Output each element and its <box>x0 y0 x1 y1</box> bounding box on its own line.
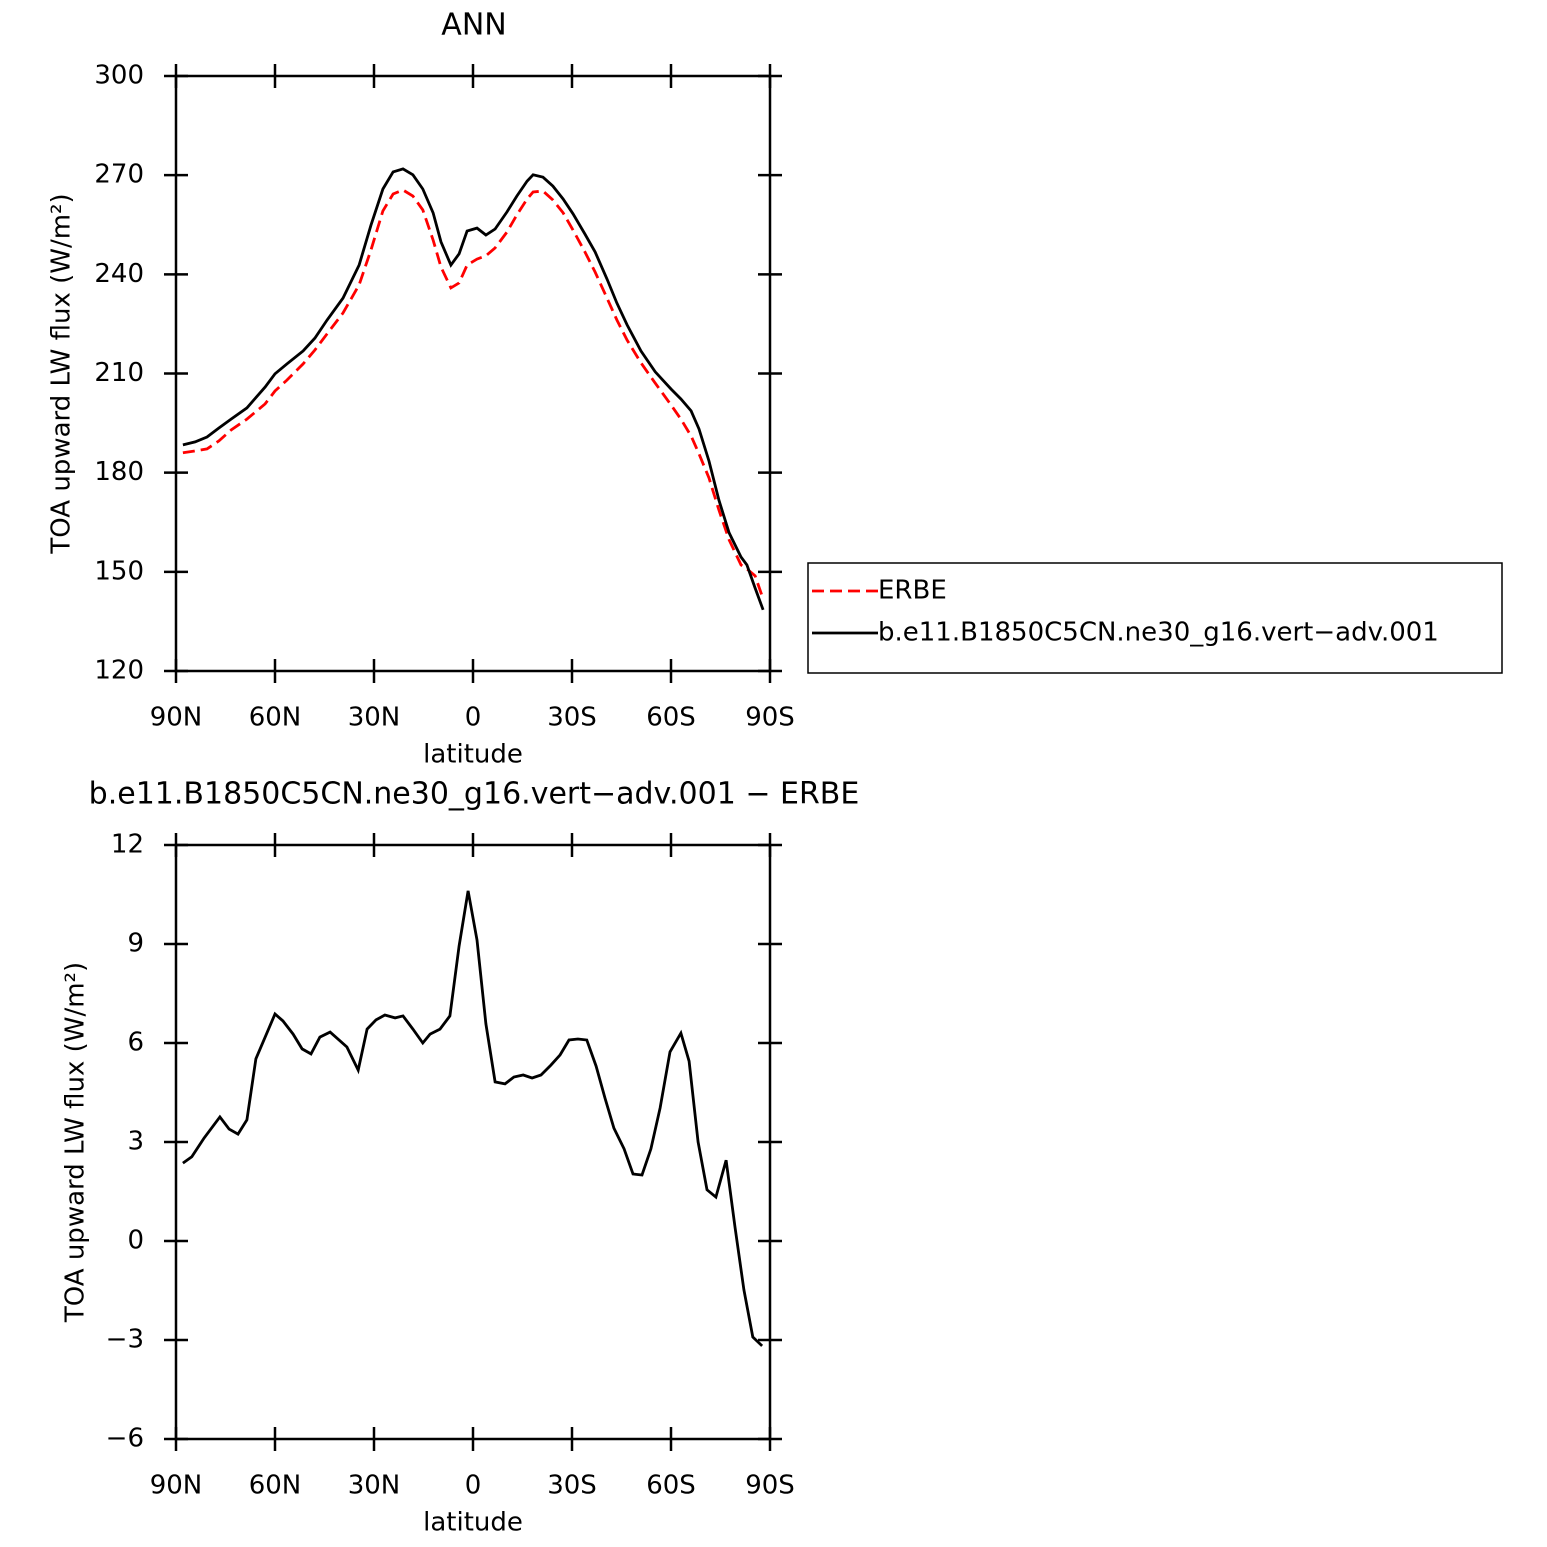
data-line <box>182 167 765 611</box>
y-tick-label: 6 <box>127 1028 144 1058</box>
x-tick-label: 0 <box>465 703 482 733</box>
chart-title: b.e11.B1850C5CN.ne30_g16.vert−adv.001 − … <box>89 777 860 812</box>
legend-box <box>807 562 1503 674</box>
panel: b.e11.B1850C5CN.ne30_g16.vert−adv.001 − … <box>61 777 860 1538</box>
x-axis-label: latitude <box>423 1508 523 1538</box>
y-tick-label: 270 <box>94 160 144 190</box>
x-tick-label: 90S <box>745 703 795 733</box>
legend-label: b.e11.B1850C5CN.ne30_g16.vert−adv.001 <box>878 618 1439 648</box>
y-tick-label: 0 <box>127 1226 144 1256</box>
panel: ANN latitude TOA upward LW flux (W/m²) 120 1… <box>47 8 1503 770</box>
data-line <box>182 188 765 600</box>
y-axis-label: TOA upward LW flux (W/m²) <box>47 193 77 554</box>
x-tick-label: 60N <box>249 1471 302 1501</box>
x-tick-label: 30N <box>348 1471 401 1501</box>
x-tick-label: 30S <box>547 1471 597 1501</box>
x-tick-label: 60N <box>249 703 302 733</box>
x-tick-label: 60S <box>646 703 696 733</box>
y-tick-label: 300 <box>94 61 144 91</box>
legend-label: ERBE <box>878 576 947 606</box>
data-line <box>182 890 764 1347</box>
legend: ERBE b.e11.B1850C5CN.ne30_g16.vert−adv.00… <box>807 562 1503 674</box>
x-tick-label: 90N <box>150 703 203 733</box>
x-axis-label: latitude <box>423 740 523 770</box>
y-axis-label: TOA upward LW flux (W/m²) <box>61 962 91 1323</box>
y-tick-label: 150 <box>94 556 144 586</box>
y-tick-label: −3 <box>106 1325 144 1355</box>
y-tick-label: 120 <box>94 656 144 686</box>
y-tick-label: 210 <box>94 358 144 388</box>
y-tick-label: 12 <box>111 830 144 860</box>
y-tick-label: 180 <box>94 457 144 487</box>
x-tick-label: 60S <box>646 1471 696 1501</box>
x-tick-label: 30S <box>547 703 597 733</box>
plot-frame <box>174 843 772 1441</box>
x-tick-label: 30N <box>348 703 401 733</box>
y-tick-label: 3 <box>127 1127 144 1157</box>
plot-frame <box>174 74 772 673</box>
y-tick-label: 240 <box>94 259 144 289</box>
x-tick-label: 0 <box>465 1471 482 1501</box>
y-tick-label: 9 <box>127 929 144 959</box>
x-tick-label: 90N <box>150 1471 203 1501</box>
chart-title: ANN <box>441 8 506 43</box>
y-tick-label: −6 <box>106 1424 144 1454</box>
x-tick-label: 90S <box>745 1471 795 1501</box>
